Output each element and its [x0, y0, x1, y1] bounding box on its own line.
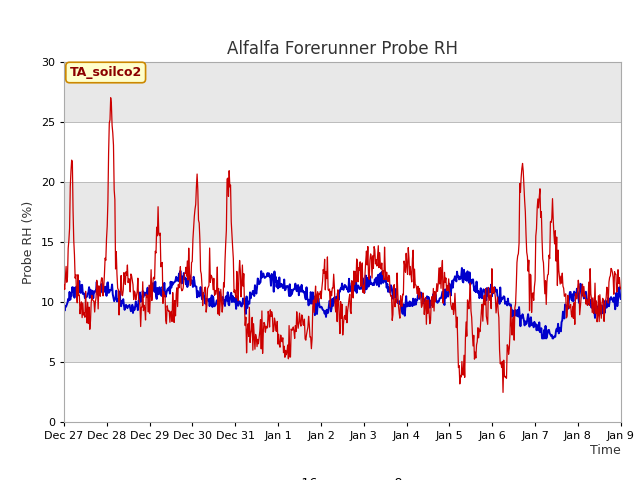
- Bar: [64, 122, 621, 182]
- Text: Time: Time: [590, 444, 621, 457]
- Y-axis label: Probe RH (%): Probe RH (%): [22, 201, 35, 284]
- Title: Alfalfa Forerunner Probe RH: Alfalfa Forerunner Probe RH: [227, 40, 458, 58]
- Bar: [64, 182, 621, 242]
- Bar: [64, 302, 621, 362]
- Bar: [64, 362, 621, 422]
- Legend: -16cm, -8cm: -16cm, -8cm: [257, 472, 428, 480]
- Bar: [64, 62, 621, 122]
- Text: TA_soilco2: TA_soilco2: [70, 66, 142, 79]
- Bar: [64, 242, 621, 302]
